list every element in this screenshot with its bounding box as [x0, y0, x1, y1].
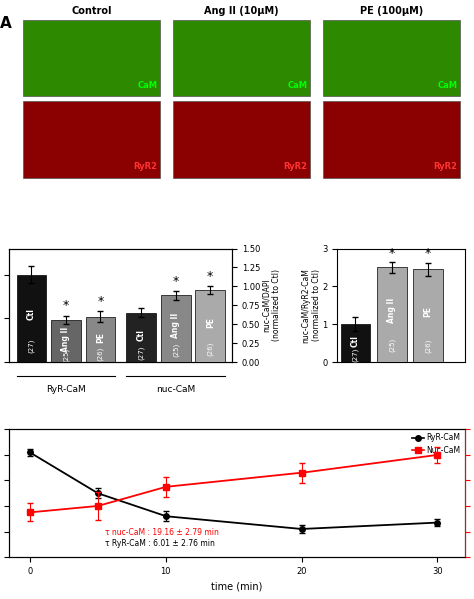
Text: *: *	[389, 247, 395, 260]
Text: PE (100μM): PE (100μM)	[360, 7, 423, 16]
Bar	[23, 20, 160, 96]
Bar	[161, 295, 191, 362]
Text: *: *	[63, 300, 69, 312]
Bar	[173, 20, 310, 96]
Text: Ctl: Ctl	[351, 335, 360, 347]
Bar	[51, 320, 81, 362]
Text: CaM: CaM	[137, 81, 157, 90]
Text: Control: Control	[71, 7, 112, 16]
Text: PE: PE	[206, 317, 215, 328]
Text: (27): (27)	[352, 348, 359, 362]
Text: Ang II: Ang II	[387, 297, 396, 323]
X-axis label: time (min): time (min)	[211, 582, 263, 591]
Text: (26): (26)	[425, 338, 431, 352]
Bar	[23, 101, 160, 178]
Bar	[323, 101, 460, 178]
Text: RyR2: RyR2	[434, 162, 458, 171]
Y-axis label: nuc-CaM/RyR2-CaM
(normalized to Ctl): nuc-CaM/RyR2-CaM (normalized to Ctl)	[301, 268, 321, 343]
Text: (25): (25)	[63, 347, 69, 362]
Bar	[17, 275, 46, 362]
Text: *: *	[97, 295, 104, 308]
Text: Ctl: Ctl	[137, 329, 146, 341]
Text: A: A	[0, 16, 12, 31]
Text: (25): (25)	[173, 343, 179, 357]
Text: τ nuc-CaM : 19.16 ± 2.79 min: τ nuc-CaM : 19.16 ± 2.79 min	[105, 528, 219, 537]
Text: CaM: CaM	[288, 81, 308, 90]
Text: RyR2: RyR2	[283, 162, 308, 171]
Text: (26): (26)	[97, 347, 104, 361]
Bar	[323, 20, 460, 96]
Bar	[173, 101, 310, 178]
Bar	[341, 324, 370, 362]
Text: *: *	[425, 247, 431, 260]
Text: *: *	[173, 275, 179, 288]
Text: Ctl: Ctl	[27, 308, 36, 320]
Text: (25): (25)	[389, 338, 395, 352]
Text: Ang II: Ang II	[171, 313, 180, 338]
Bar	[195, 290, 225, 362]
Bar	[413, 270, 443, 362]
Text: (26): (26)	[207, 342, 213, 356]
Text: τ RyR-CaM : 6.01 ± 2.76 min: τ RyR-CaM : 6.01 ± 2.76 min	[105, 539, 214, 547]
Bar	[127, 313, 156, 362]
Text: PE: PE	[424, 305, 433, 316]
Text: RyR-CaM: RyR-CaM	[46, 385, 86, 394]
Text: Ang II (10μM): Ang II (10μM)	[204, 7, 279, 16]
Text: RyR2: RyR2	[133, 162, 157, 171]
Text: (27): (27)	[28, 339, 35, 353]
Y-axis label: nuc-CaM/DAPI
(normalized to Ctl): nuc-CaM/DAPI (normalized to Ctl)	[262, 270, 281, 341]
Bar	[377, 267, 407, 362]
Text: Ang II: Ang II	[62, 326, 71, 352]
Text: CaM: CaM	[438, 81, 458, 90]
Bar	[86, 317, 115, 362]
Text: PE: PE	[96, 331, 105, 343]
Text: (27): (27)	[138, 346, 145, 361]
Legend: RyR-CaM, Nuc-CaM: RyR-CaM, Nuc-CaM	[412, 433, 461, 455]
Text: *: *	[207, 270, 213, 283]
Text: nuc-CaM: nuc-CaM	[156, 385, 195, 394]
